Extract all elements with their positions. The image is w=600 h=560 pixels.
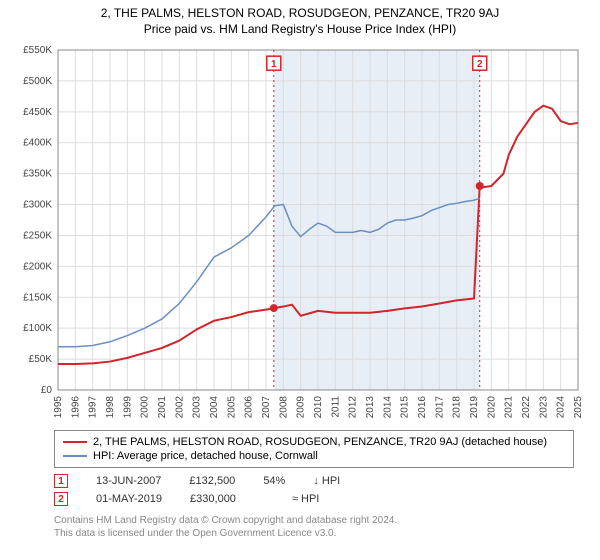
svg-text:£250K: £250K [23,230,52,241]
sale-badge: 1 [54,474,68,488]
svg-text:2000: 2000 [140,396,151,419]
sale-compare: ↓ HPI [313,475,340,487]
svg-text:2023: 2023 [538,396,549,419]
sale-price: £330,000 [190,493,236,505]
svg-text:2018: 2018 [452,396,463,419]
svg-text:2016: 2016 [417,396,428,419]
svg-text:1996: 1996 [70,396,81,419]
svg-text:£400K: £400K [23,138,52,149]
svg-text:2020: 2020 [486,396,497,419]
svg-text:1: 1 [271,59,277,70]
svg-text:2005: 2005 [226,396,237,419]
svg-text:£350K: £350K [23,169,52,180]
svg-text:2006: 2006 [244,396,255,419]
svg-text:2024: 2024 [556,396,567,419]
svg-text:£100K: £100K [23,323,52,334]
svg-text:£0: £0 [41,385,53,396]
svg-text:2021: 2021 [504,396,515,419]
svg-text:£150K: £150K [23,292,52,303]
svg-text:2010: 2010 [313,396,324,419]
legend-item: HPI: Average price, detached house, Corn… [63,449,565,463]
sale-badge: 2 [54,492,68,506]
sale-date: 01-MAY-2019 [96,493,162,505]
svg-text:2019: 2019 [469,396,480,419]
svg-text:1999: 1999 [122,396,133,419]
svg-text:2017: 2017 [434,396,445,419]
svg-text:2002: 2002 [174,396,185,419]
legend-item: 2, THE PALMS, HELSTON ROAD, ROSUDGEON, P… [63,435,565,449]
svg-text:2012: 2012 [348,396,359,419]
svg-text:1995: 1995 [53,396,64,419]
svg-text:2008: 2008 [278,396,289,419]
sale-record: 1 13-JUN-2007 £132,500 54% ↓ HPI [54,474,580,488]
svg-text:2007: 2007 [261,396,272,419]
svg-text:£200K: £200K [23,261,52,272]
legend-swatch [63,455,87,457]
svg-text:2009: 2009 [296,396,307,419]
svg-text:£50K: £50K [29,354,53,365]
legend-label: HPI: Average price, detached house, Corn… [93,450,318,462]
page-title: 2, THE PALMS, HELSTON ROAD, ROSUDGEON, P… [10,6,590,20]
svg-text:2011: 2011 [330,396,341,418]
svg-text:2015: 2015 [400,396,411,419]
sale-compare: ≈ HPI [292,493,319,505]
svg-text:2004: 2004 [209,396,220,419]
svg-text:1997: 1997 [88,396,99,419]
svg-text:£550K: £550K [23,45,52,56]
svg-text:£450K: £450K [23,107,52,118]
sale-price: £132,500 [189,475,235,487]
svg-text:2: 2 [477,59,483,70]
footer-line: Contains HM Land Registry data © Crown c… [54,514,580,527]
svg-text:2013: 2013 [365,396,376,419]
footer-line: This data is licensed under the Open Gov… [54,527,580,540]
sale-record: 2 01-MAY-2019 £330,000 ≈ HPI [54,492,580,506]
svg-text:£500K: £500K [23,76,52,87]
price-chart: £0 £50K £100K £150K £200K £250K £300K £350K £400… [10,42,590,422]
footer-attribution: Contains HM Land Registry data © Crown c… [54,514,580,540]
sale-pct: 54% [263,475,285,487]
sale-date: 13-JUN-2007 [96,475,161,487]
svg-text:2025: 2025 [573,396,584,419]
svg-text:2001: 2001 [157,396,168,419]
svg-text:2003: 2003 [192,396,203,419]
svg-text:£300K: £300K [23,200,52,211]
page-subtitle: Price paid vs. HM Land Registry's House … [10,22,590,36]
svg-text:2022: 2022 [521,396,532,419]
legend: 2, THE PALMS, HELSTON ROAD, ROSUDGEON, P… [54,430,574,468]
svg-text:1998: 1998 [105,396,116,419]
svg-text:2014: 2014 [382,396,393,419]
legend-label: 2, THE PALMS, HELSTON ROAD, ROSUDGEON, P… [93,436,547,448]
legend-swatch [63,441,87,443]
